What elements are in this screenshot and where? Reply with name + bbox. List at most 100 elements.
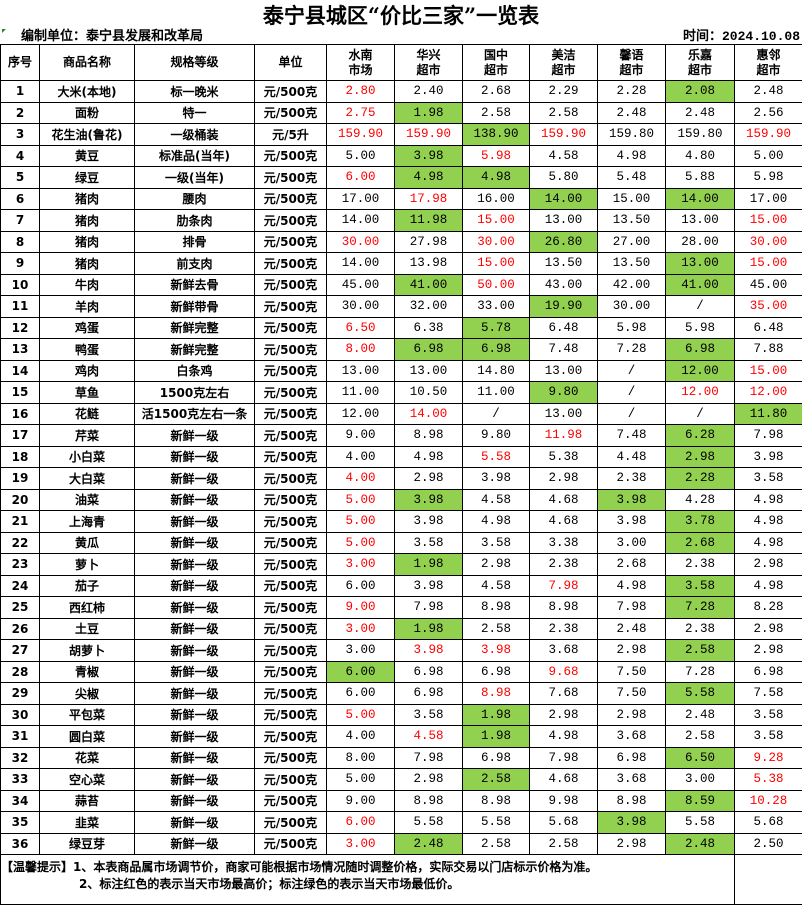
price-cell: 17.00 (326, 187, 395, 210)
header-market-line: 超市 (687, 62, 712, 77)
row-index: 34 (0, 789, 40, 812)
price-cell: 8.98 (394, 424, 463, 447)
price-cell: 13.00 (326, 359, 395, 382)
header-market-line: 超市 (551, 62, 576, 77)
price-cell: 3.68 (529, 639, 598, 662)
note-line-2: 2、标注红色的表示当天市场最高价；标注绿色的表示当天市场最低价。 (79, 877, 460, 891)
product-spec: 新鲜一级 (134, 768, 255, 791)
price-cell-highest: 35.00 (734, 295, 802, 318)
product-spec: 新鲜一级 (134, 424, 255, 447)
row-index: 32 (0, 746, 40, 769)
row-index: 8 (0, 230, 40, 253)
product-unit: 元/500克 (254, 746, 327, 769)
row-index: 36 (0, 832, 40, 855)
price-cell: 6.48 (529, 316, 598, 339)
price-cell: 14.00 (326, 209, 395, 232)
product-unit: 元/500克 (254, 639, 327, 662)
product-spec: 前支肉 (134, 252, 255, 275)
price-cell-highest: 5.38 (734, 768, 802, 791)
price-cell: 27.00 (597, 230, 666, 253)
price-cell: 7.48 (529, 338, 598, 361)
product-name: 花鲢 (39, 402, 135, 425)
product-name: 花菜 (39, 746, 135, 769)
header-market: 华兴 超市 (394, 44, 463, 81)
price-cell: 4.98 (734, 488, 802, 511)
product-spec: 新鲜一级 (134, 510, 255, 533)
table-row: 2 面粉 特一 元/500克 2.75 1.98 2.58 2.58 2.48 2.48 2.56 (0, 101, 802, 124)
price-cell-highest: 5.00 (326, 510, 395, 533)
row-index: 3 (0, 123, 40, 146)
price-cell: 3.58 (394, 531, 463, 554)
price-cell-highest: 11.98 (529, 424, 598, 447)
price-cell: 3.58 (734, 725, 802, 748)
product-name: 萝卜 (39, 553, 135, 576)
price-cell-lowest: 14.00 (665, 187, 735, 210)
product-name: 鸡肉 (39, 359, 135, 382)
product-spec: 新鲜一级 (134, 467, 255, 490)
header-market: 水南 市场 (326, 44, 395, 81)
price-cell: 159.80 (597, 123, 666, 146)
price-cell: 159.80 (665, 123, 735, 146)
price-cell-lowest: 2.58 (462, 768, 530, 791)
product-spec: 新鲜一级 (134, 531, 255, 554)
product-spec: 新鲜一级 (134, 445, 255, 468)
price-cell: 2.58 (529, 832, 598, 855)
product-name: 花生油(鲁花) (39, 123, 135, 146)
price-cell: 4.00 (326, 725, 395, 748)
product-name: 羊肉 (39, 295, 135, 318)
price-cell: 3.58 (462, 531, 530, 554)
product-spec: 新鲜一级 (134, 639, 255, 662)
price-cell: 6.00 (326, 574, 395, 597)
product-unit: 元/500克 (254, 338, 327, 361)
product-name: 西红柿 (39, 596, 135, 619)
price-cell-lowest: 7.28 (665, 596, 735, 619)
price-cell: 2.48 (597, 617, 666, 640)
price-cell: 14.80 (462, 359, 530, 382)
price-cell: 3.98 (734, 445, 802, 468)
price-cell: 2.38 (529, 617, 598, 640)
product-unit: 元/500克 (254, 789, 327, 812)
table-row: 33 空心菜 新鲜一级 元/500克 5.00 2.98 2.58 4.68 3.68 3.00 5… (0, 768, 802, 791)
table-row: 8 猪肉 排骨 元/500克 30.00 27.98 30.00 26.80 27.00 28.0… (0, 230, 802, 253)
price-cell: 2.38 (665, 553, 735, 576)
header-market: 国中 超市 (462, 44, 530, 81)
price-cell-highest: 159.90 (326, 123, 395, 146)
price-cell: 2.38 (665, 617, 735, 640)
product-spec: 新鲜一级 (134, 682, 255, 705)
price-cell: 7.68 (529, 682, 598, 705)
price-cell: 3.98 (462, 467, 530, 490)
price-cell-highest: 5.00 (326, 703, 395, 726)
header-market-line: 超市 (416, 62, 441, 77)
product-name: 绿豆 (39, 166, 135, 189)
price-cell-highest: 9.28 (734, 746, 802, 769)
product-unit: 元/500克 (254, 682, 327, 705)
cell-comment-marker (2, 29, 6, 33)
row-index: 20 (0, 488, 40, 511)
row-index: 9 (0, 252, 40, 275)
price-cell: 2.48 (665, 101, 735, 124)
price-cell: 13.00 (529, 359, 598, 382)
table-row: 18 小白菜 新鲜一级 元/500克 4.00 4.98 5.58 5.38 4.48 2.98 3… (0, 445, 802, 468)
row-index: 15 (0, 381, 40, 404)
price-cell: 6.48 (734, 316, 802, 339)
header-market: 美洁 超市 (529, 44, 598, 81)
price-cell: 2.40 (394, 80, 463, 103)
price-cell: 6.00 (326, 682, 395, 705)
price-cell: 3.98 (394, 574, 463, 597)
product-spec: 标一晚米 (134, 80, 255, 103)
header-market-line: 市场 (348, 62, 373, 77)
price-cell: 5.98 (597, 316, 666, 339)
row-index: 27 (0, 639, 40, 662)
price-cell: 3.58 (734, 703, 802, 726)
product-name: 尖椒 (39, 682, 135, 705)
price-cell-highest: 159.90 (734, 123, 802, 146)
product-name: 猪肉 (39, 187, 135, 210)
row-index: 13 (0, 338, 40, 361)
price-cell-lowest: 3.98 (394, 488, 463, 511)
product-unit: 元/500克 (254, 445, 327, 468)
row-index: 7 (0, 209, 40, 232)
table-row: 11 羊肉 新鲜带骨 元/500克 30.00 32.00 33.00 19.90 30.00/… (0, 295, 802, 318)
product-spec: 新鲜完整 (134, 338, 255, 361)
header-market-line: 美洁 (551, 47, 576, 62)
price-cell: 4.98 (394, 445, 463, 468)
